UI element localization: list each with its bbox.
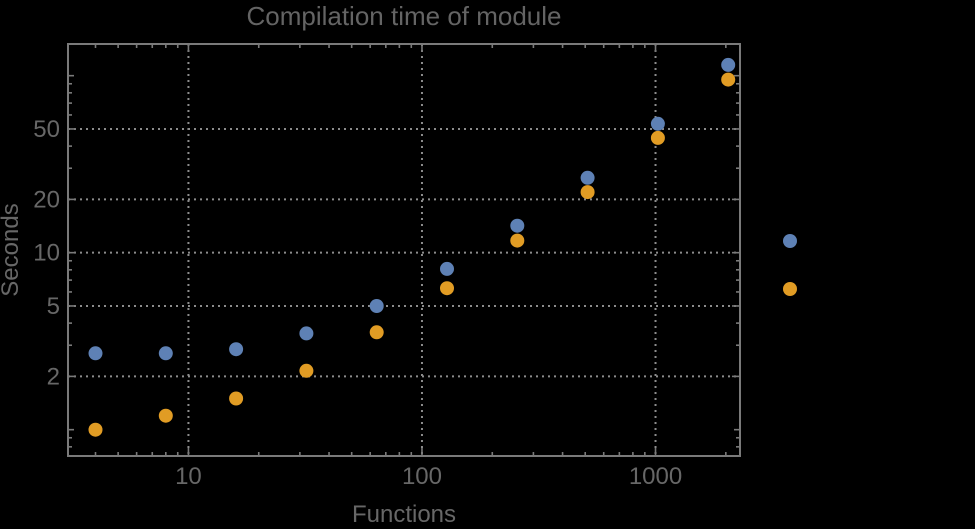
data-point-blue-series <box>369 299 384 313</box>
data-point-orange-series <box>88 422 103 437</box>
data-point-orange-series <box>580 185 595 200</box>
data-point-orange-series <box>510 233 525 248</box>
data-point-blue-series <box>510 218 525 233</box>
legend-marker-orange-series <box>783 282 797 296</box>
legend-marker-blue-series <box>783 234 797 248</box>
data-point-blue-series <box>721 57 736 72</box>
data-point-orange-series <box>229 391 244 406</box>
y-tick-label: 50 <box>33 116 60 143</box>
y-tick-label: 2 <box>47 363 60 390</box>
x-tick-label: 10 <box>175 463 202 490</box>
data-point-blue-series <box>88 346 103 361</box>
data-point-blue-series <box>229 342 244 357</box>
data-point-orange-series <box>158 408 173 423</box>
data-point-blue-series <box>440 261 454 276</box>
y-tick-label: 5 <box>47 293 60 320</box>
data-point-orange-series <box>650 130 665 145</box>
data-point-orange-series <box>299 363 314 378</box>
data-point-orange-series <box>721 72 736 87</box>
data-point-orange-series <box>440 281 454 296</box>
chart-title: Compilation time of module <box>246 1 562 31</box>
x-tick-label: 100 <box>402 463 442 490</box>
data-point-orange-series <box>369 325 384 340</box>
y-tick-label: 20 <box>33 186 60 213</box>
y-tick-label: 10 <box>33 240 60 267</box>
x-axis-label: Functions <box>351 501 457 528</box>
data-point-blue-series <box>158 346 173 361</box>
data-point-blue-series <box>650 116 665 131</box>
data-point-blue-series <box>580 170 595 185</box>
plot-frame <box>67 43 741 457</box>
x-tick-label: 1000 <box>629 463 682 490</box>
data-point-blue-series <box>299 326 314 341</box>
